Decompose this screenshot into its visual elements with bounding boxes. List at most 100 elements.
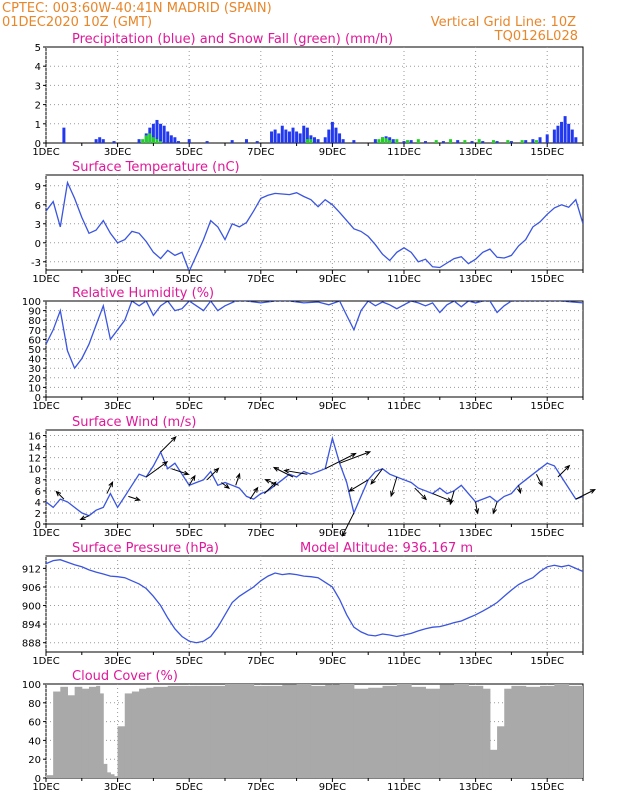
precip-bar: [205, 141, 209, 143]
precip-bar: [295, 131, 299, 143]
series-line: [46, 301, 583, 370]
y-tick-label: 12: [28, 454, 41, 465]
precip-bar: [284, 129, 288, 143]
precip-bar: [155, 119, 159, 143]
precip-bar: [524, 140, 528, 143]
x-tick-label: 3DEC: [104, 656, 131, 667]
snow-bar: [449, 139, 453, 143]
precip-bar: [538, 137, 542, 143]
precip-bar: [545, 134, 549, 143]
cloud-bar: [96, 685, 101, 778]
precip-bar: [334, 127, 338, 143]
panel-pres: 1DEC 3DEC 5DEC 7DEC 9DEC 11DEC 13DEC 15DEC 888 89…: [22, 541, 584, 667]
precip-bar: [137, 139, 141, 143]
cloud-bar: [525, 686, 541, 778]
x-tick-label: 11DEC: [387, 401, 421, 412]
cloud-bar: [114, 776, 119, 778]
panel-temp: 1DEC 3DEC 5DEC 7DEC 9DEC 11DEC 13DEC 15DEC -3 0 3 6…: [31, 160, 584, 285]
precip-bar: [338, 133, 342, 143]
wind-arrow: [341, 512, 355, 537]
wind-arrow: [474, 501, 480, 515]
cloud-bar: [60, 686, 68, 778]
precip-bar: [255, 141, 259, 143]
cloud-bar: [382, 685, 398, 778]
cloud-bar: [239, 684, 255, 778]
cloud-bar: [353, 688, 369, 778]
x-tick-label: 9DEC: [319, 656, 346, 667]
y-tick-label: 3: [35, 220, 41, 231]
snow-bar: [492, 140, 495, 143]
series-line: [46, 559, 583, 644]
cloud-bar: [124, 693, 133, 778]
x-tick-label: 15DEC: [530, 401, 564, 412]
x-tick-label: 9DEC: [319, 147, 346, 158]
y-tick-label: 894: [22, 620, 41, 631]
wind-arrow: [370, 468, 383, 485]
precip-bar: [280, 125, 284, 143]
wind-arrow: [264, 479, 279, 486]
x-tick-label: 11DEC: [387, 147, 421, 158]
snow-bar: [406, 140, 410, 143]
precip-bar: [327, 129, 331, 143]
snow-bar: [534, 140, 538, 143]
cloud-bar: [53, 691, 61, 778]
y-tick-label: 60: [28, 335, 41, 346]
cloud-bar: [325, 684, 341, 778]
x-tick-label: 5DEC: [176, 782, 203, 793]
plot-area: [62, 116, 578, 143]
plot-area: [46, 180, 583, 270]
y-tick-label: 1: [35, 120, 41, 131]
precip-bar: [391, 139, 395, 143]
snow-bar: [381, 137, 385, 143]
precip-bar: [187, 139, 191, 143]
cloud-bar: [497, 726, 505, 778]
wind-arrow: [325, 452, 357, 470]
chart-title: Surface Temperature (nC): [72, 160, 240, 175]
x-tick-label: 3DEC: [104, 274, 131, 285]
precip-bar: [402, 141, 406, 143]
chart-title: Cloud Cover (%): [72, 669, 178, 684]
chart-title: Precipitation (blue) and Snow Fall (gree…: [72, 32, 393, 47]
y-tick-label: 80: [28, 699, 41, 710]
snow-bar: [151, 137, 155, 143]
y-tick-label: 4: [35, 62, 41, 73]
x-tick-label: 1DEC: [32, 274, 59, 285]
x-tick-label: 7DEC: [247, 274, 274, 285]
y-tick-label: 0: [35, 520, 41, 531]
chart-subtitle: Model Altitude: 936.167 m: [300, 541, 473, 556]
cloud-bar: [225, 684, 240, 778]
panel-rh: 1DEC 3DEC 5DEC 7DEC 9DEC 11DEC 13DEC 15DEC 01020…: [22, 286, 584, 412]
precip-bar: [341, 139, 345, 143]
wind-arrow: [206, 467, 220, 481]
precip-bar: [552, 129, 556, 143]
precip-bar: [230, 140, 234, 143]
cloud-bar: [146, 687, 154, 778]
wind-arrow: [79, 515, 90, 521]
x-tick-label: 7DEC: [247, 656, 274, 667]
y-tick-label: 10: [28, 465, 41, 476]
y-tick-label: 900: [22, 602, 41, 613]
precip-bar: [166, 131, 170, 143]
precip-bar: [574, 137, 578, 143]
y-tick-label: 0: [35, 774, 41, 785]
x-tick-label: 13DEC: [459, 528, 493, 539]
precip-bar: [302, 125, 306, 143]
wind-arrow: [128, 495, 141, 502]
x-tick-label: 15DEC: [530, 656, 564, 667]
wind-arrow: [106, 481, 114, 494]
precip-bar: [101, 139, 105, 143]
cloud-bar: [253, 685, 269, 778]
x-tick-label: 11DEC: [387, 274, 421, 285]
wind-arrow: [339, 451, 372, 464]
cloud-bar: [153, 686, 169, 778]
panel-cloud: 1DEC 3DEC 5DEC 7DEC 9DEC 11DEC 13DEC 15DEC 0 20 40…: [22, 669, 584, 793]
wind-arrow: [492, 501, 498, 515]
precip-bar: [298, 133, 302, 143]
precip-bar: [567, 123, 571, 143]
y-tick-label: 50: [28, 345, 41, 356]
cloud-bar: [568, 685, 583, 778]
wind-arrow: [432, 493, 453, 502]
snow-bar: [155, 139, 159, 143]
snow-bar: [416, 139, 420, 143]
